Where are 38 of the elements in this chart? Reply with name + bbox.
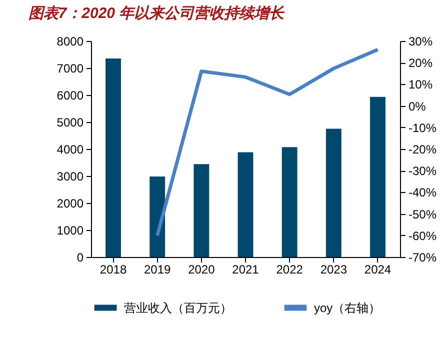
- y-tick-label: 1000: [56, 224, 84, 238]
- legend-label: yoy（右轴）: [314, 300, 381, 315]
- y2-tick-label: -30%: [408, 164, 437, 178]
- bar: [150, 176, 166, 257]
- y-tick-label: 8000: [56, 34, 84, 48]
- y2-tick-label: -20%: [408, 142, 437, 156]
- bar: [282, 147, 298, 257]
- y2-tick-label: 20%: [408, 56, 433, 70]
- y2-tick-label: -50%: [408, 207, 437, 222]
- bar: [238, 152, 254, 257]
- bar: [326, 128, 342, 257]
- y2-tick-label: 10%: [408, 78, 433, 92]
- chart-title: 图表7：2020 年以来公司营收持续增长: [28, 5, 286, 22]
- y-tick-label: 7000: [56, 62, 84, 76]
- y2-tick-label: -10%: [408, 120, 437, 135]
- y2-tick-label: 30%: [408, 34, 433, 48]
- x-tick-label: 2019: [144, 262, 172, 276]
- x-tick-label: 2022: [276, 262, 304, 276]
- y2-tick-label: -70%: [408, 250, 437, 264]
- y-tick-label: 0: [76, 250, 84, 264]
- y2-tick-label: -40%: [408, 186, 437, 200]
- x-tick-label: 2024: [364, 262, 392, 276]
- x-tick-label: 2023: [320, 262, 348, 276]
- bar: [370, 96, 386, 257]
- bar: [194, 164, 210, 257]
- x-tick-label: 2018: [100, 262, 127, 276]
- y-tick-label: 4000: [56, 142, 84, 156]
- x-tick-label: 2020: [188, 262, 216, 276]
- y2-tick-label: 0%: [408, 99, 426, 114]
- line-series: [156, 48, 380, 238]
- y-tick-label: 5000: [56, 116, 84, 130]
- y2-tick-label: -60%: [408, 228, 437, 243]
- bar: [106, 58, 121, 257]
- y-tick-label: 2000: [56, 196, 84, 210]
- x-tick-label: 2021: [232, 262, 260, 276]
- legend-label: 营业收入（百万元）: [124, 300, 232, 315]
- y-tick-label: 3000: [56, 170, 84, 184]
- y-tick-label: 6000: [56, 88, 84, 102]
